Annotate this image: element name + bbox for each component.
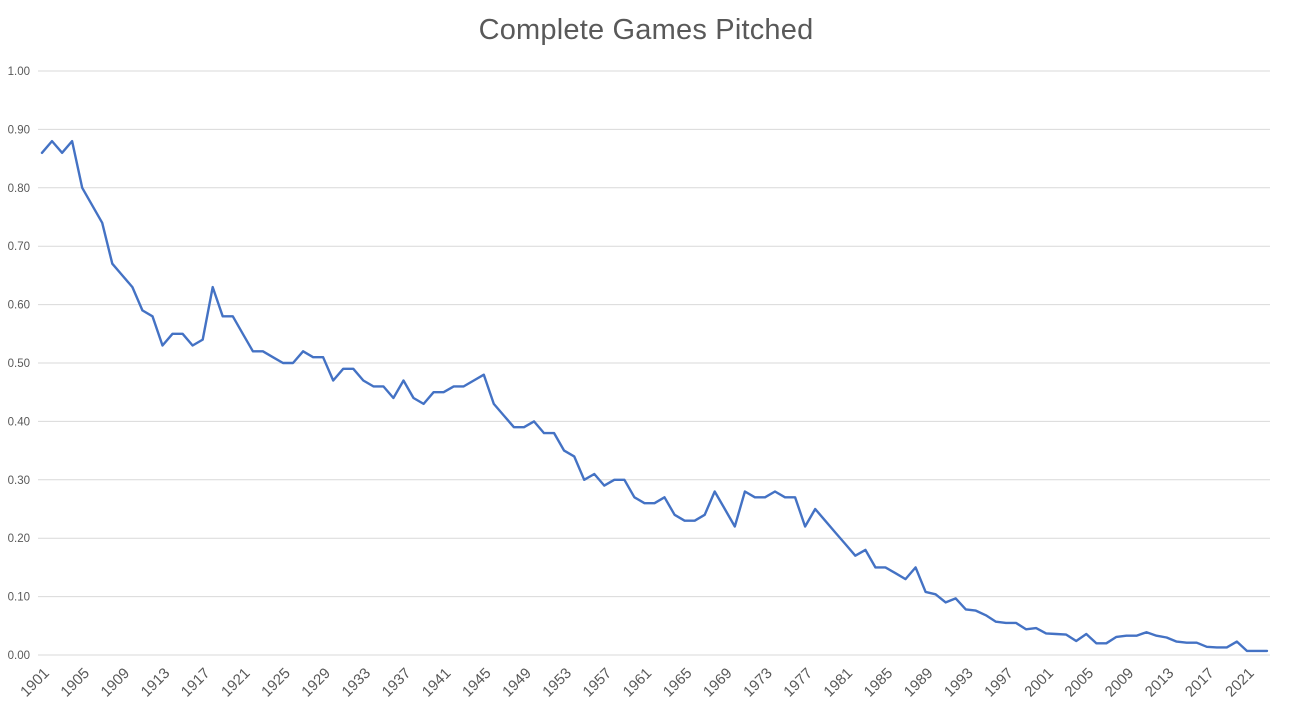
x-axis-tick-label: 1917 xyxy=(178,665,214,701)
x-axis-tick-label: 1913 xyxy=(138,665,174,701)
x-axis-tick-label: 1989 xyxy=(901,665,937,701)
x-axis-tick-label: 1993 xyxy=(941,665,977,701)
x-axis-tick-label: 1953 xyxy=(539,665,575,701)
y-axis-tick-label: 0.10 xyxy=(8,592,30,604)
x-axis-tick-label: 2013 xyxy=(1142,665,1178,701)
x-axis-tick-label: 1909 xyxy=(98,665,134,701)
x-axis-tick-label: 1985 xyxy=(861,665,897,701)
y-axis-tick-label: 0.90 xyxy=(8,124,30,136)
x-axis-tick-label: 1929 xyxy=(298,665,334,701)
x-axis-tick-label: 2001 xyxy=(1021,665,1057,701)
x-axis-tick-label: 1901 xyxy=(17,665,53,701)
x-axis-tick-label: 1965 xyxy=(660,665,696,701)
y-axis-tick-label: 0.40 xyxy=(8,416,30,428)
x-axis-tick-label: 2021 xyxy=(1222,665,1258,701)
x-axis-tick-label: 2017 xyxy=(1182,665,1218,701)
data-line xyxy=(40,139,1269,653)
x-axis-tick-label: 1941 xyxy=(419,665,455,701)
x-axis-tick-label: 1981 xyxy=(820,665,856,701)
chart-title: Complete Games Pitched xyxy=(478,14,814,46)
y-axis-tick-label: 0.00 xyxy=(8,650,30,662)
y-axis-tick-label: 0.80 xyxy=(8,183,30,195)
x-axis-tick-label: 1961 xyxy=(620,665,656,701)
x-axis-tick-label: 1945 xyxy=(459,665,495,701)
x-axis-tick-label: 1949 xyxy=(499,665,535,701)
x-axis-tick-label: 1921 xyxy=(218,665,254,701)
x-axis-tick-label: 1977 xyxy=(780,665,816,701)
x-axis-tick-label: 1925 xyxy=(258,665,294,701)
y-axis-tick-label: 0.30 xyxy=(8,475,30,487)
x-axis-tick-label: 1957 xyxy=(580,665,616,701)
x-axis-tick-label: 1905 xyxy=(57,665,93,701)
y-axis-tick-label: 0.20 xyxy=(8,533,30,545)
y-axis-tick-label: 0.60 xyxy=(8,300,30,312)
x-axis-tick-label: 1937 xyxy=(379,665,415,701)
y-axis-tick-label: 0.50 xyxy=(8,358,30,370)
y-axis-tick-label: 1.00 xyxy=(8,66,30,78)
x-axis-tick-label: 2005 xyxy=(1061,665,1097,701)
x-axis-tick-label: 1969 xyxy=(700,665,736,701)
x-axis-tick-label: 2009 xyxy=(1102,665,1138,701)
y-axis-tick-label: 0.70 xyxy=(8,241,30,253)
x-axis-tick-label: 1973 xyxy=(740,665,776,701)
x-axis-tick-label: 1997 xyxy=(981,665,1017,701)
x-axis-tick-label: 1933 xyxy=(339,665,375,701)
